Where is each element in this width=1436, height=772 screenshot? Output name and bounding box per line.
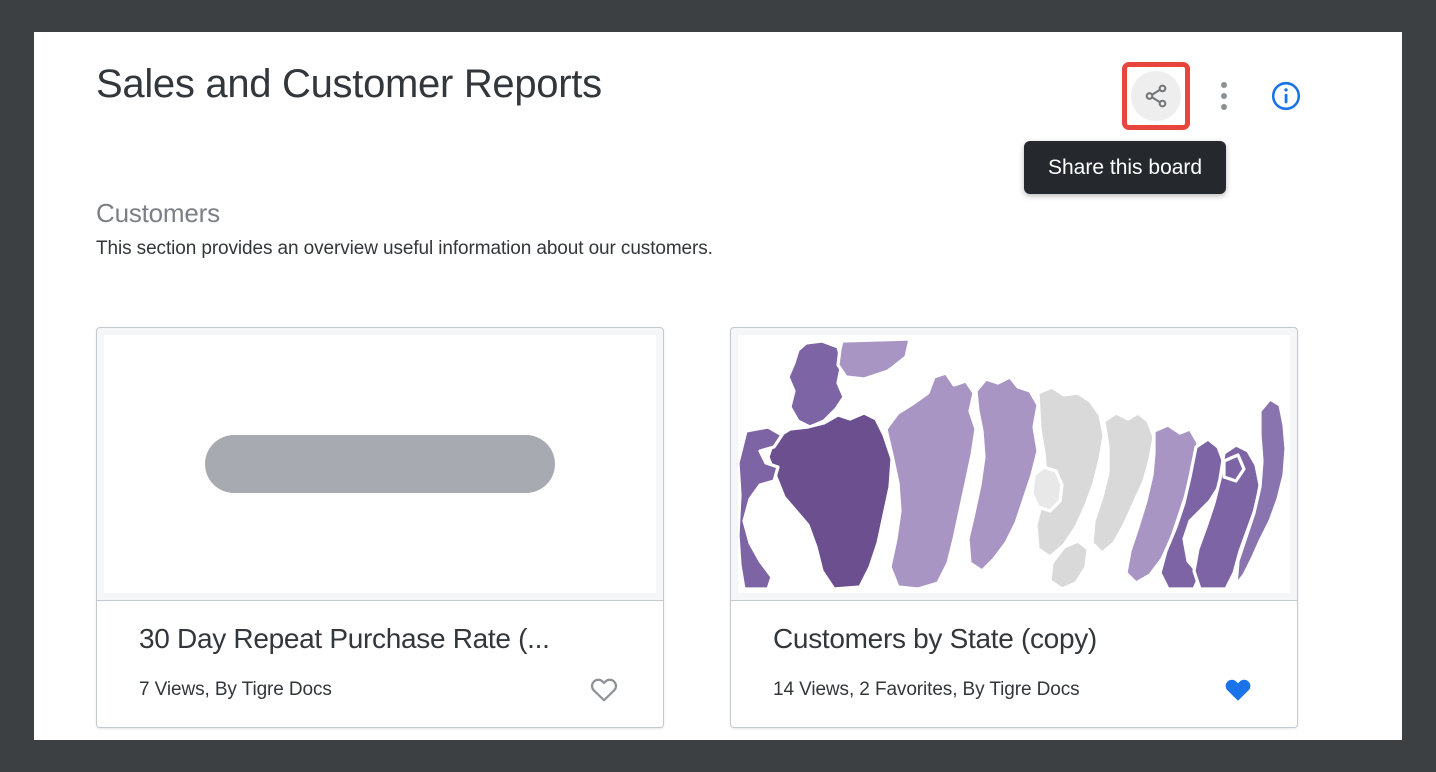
- card-thumbnail: [738, 335, 1290, 593]
- more-vert-icon-dot: [1221, 82, 1227, 88]
- card-meta-row: 14 Views, 2 Favorites, By Tigre Docs: [773, 673, 1255, 707]
- card-body: 30 Day Repeat Purchase Rate (... 7 Views…: [97, 600, 663, 727]
- favorite-button[interactable]: [587, 673, 621, 707]
- info-button[interactable]: [1264, 74, 1308, 118]
- board-panel: Sales and Customer Reports: [34, 32, 1402, 740]
- card-meta: 7 Views, By Tigre Docs: [139, 679, 332, 700]
- card-title: 30 Day Repeat Purchase Rate (...: [139, 623, 550, 654]
- board-header: Sales and Customer Reports: [34, 32, 1402, 194]
- card-thumbnail: [104, 335, 656, 593]
- info-icon: [1271, 81, 1301, 111]
- card-title: Customers by State (copy): [773, 623, 1097, 654]
- header-toolbar: [1122, 62, 1308, 130]
- card-meta-row: 7 Views, By Tigre Docs: [139, 673, 621, 707]
- share-button[interactable]: [1131, 71, 1181, 121]
- share-tooltip: Share this board: [1024, 141, 1227, 194]
- card-grid: 30 Day Repeat Purchase Rate (... 7 Views…: [96, 327, 1298, 728]
- dashboard-card[interactable]: Customers by State (copy) 14 Views, 2 Fa…: [730, 327, 1298, 728]
- card-meta: 14 Views, 2 Favorites, By Tigre Docs: [773, 679, 1080, 700]
- favorite-button[interactable]: [1221, 673, 1255, 707]
- dashboard-card[interactable]: 30 Day Repeat Purchase Rate (... 7 Views…: [96, 327, 664, 728]
- card-body: Customers by State (copy) 14 Views, 2 Fa…: [731, 600, 1297, 727]
- loading-placeholder-pill: [205, 435, 555, 493]
- more-vert-icon-dot: [1221, 104, 1227, 110]
- choropleth-map-image: [738, 337, 1288, 591]
- heart-outline-icon: [590, 678, 618, 702]
- more-vert-button[interactable]: [1204, 68, 1244, 124]
- section-description: This section provides an overview useful…: [96, 238, 713, 259]
- section-heading: Customers: [96, 198, 220, 228]
- more-vert-icon-dot: [1221, 93, 1227, 99]
- page-title: Sales and Customer Reports: [96, 62, 602, 106]
- heart-filled-icon: [1225, 679, 1251, 701]
- share-icon: [1145, 84, 1167, 108]
- share-button-wrapper: [1122, 62, 1190, 130]
